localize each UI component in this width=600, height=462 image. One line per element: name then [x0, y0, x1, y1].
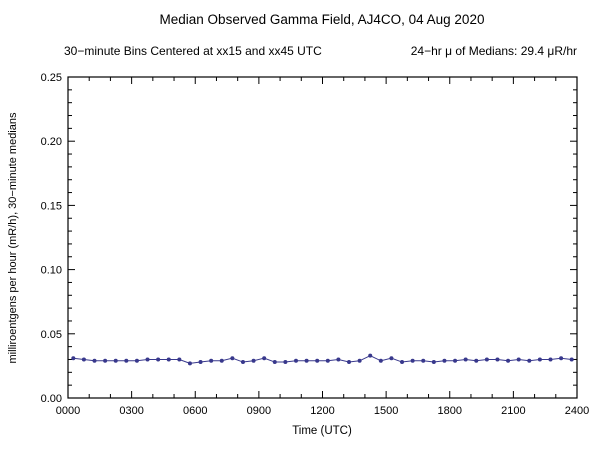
- data-point: [537, 357, 542, 362]
- data-point: [431, 360, 436, 365]
- data-point: [495, 357, 500, 362]
- y-tick-label: 0.15: [41, 200, 62, 212]
- data-point: [421, 358, 426, 363]
- data-point: [368, 353, 373, 358]
- chart-title: Median Observed Gamma Field, AJ4CO, 04 A…: [160, 12, 485, 27]
- data-point: [315, 358, 320, 363]
- data-point: [559, 356, 564, 361]
- data-point: [463, 357, 468, 362]
- x-tick-label: 1800: [438, 405, 462, 417]
- x-tick-label: 2100: [501, 405, 525, 417]
- x-tick-label: 0900: [247, 405, 271, 417]
- data-point: [124, 358, 129, 363]
- y-tick-label: 0.00: [41, 393, 62, 405]
- data-point: [209, 358, 214, 363]
- data-point: [92, 358, 97, 363]
- data-point: [336, 357, 341, 362]
- data-point: [113, 358, 118, 363]
- data-point: [272, 360, 277, 365]
- data-point: [81, 357, 86, 362]
- data-point: [166, 357, 171, 362]
- data-point: [357, 358, 362, 363]
- data-point: [527, 358, 532, 363]
- chart-subtitle-mean: 24−hr μ of Medians: 29.4 μR/hr: [411, 44, 577, 58]
- data-point: [145, 357, 150, 362]
- data-point: [569, 357, 574, 362]
- x-tick-label: 2400: [565, 405, 589, 417]
- data-point: [304, 358, 309, 363]
- y-tick-label: 0.05: [41, 329, 62, 341]
- data-point: [325, 358, 330, 363]
- data-point: [453, 358, 458, 363]
- data-point: [442, 358, 447, 363]
- x-tick-label: 0000: [56, 405, 80, 417]
- data-point: [410, 358, 415, 363]
- data-point: [156, 357, 161, 362]
- chart-subtitle-bins: 30−minute Bins Centered at xx15 and xx45…: [64, 44, 322, 58]
- x-tick-label: 1500: [374, 405, 398, 417]
- data-point: [484, 357, 489, 362]
- data-point: [219, 358, 224, 363]
- y-tick-label: 0.25: [41, 72, 62, 84]
- x-tick-label: 1200: [310, 405, 334, 417]
- plot-layers: 0000 0300 0600 0900 1200 1500 1800 2100 2400 0.00…: [41, 72, 590, 417]
- data-point: [230, 356, 235, 361]
- data-point: [103, 358, 108, 363]
- data-point: [400, 360, 405, 365]
- x-tick-label: 0300: [119, 405, 143, 417]
- data-point: [516, 357, 521, 362]
- data-point: [134, 358, 139, 363]
- data-point: [347, 360, 352, 365]
- data-point: [293, 358, 298, 363]
- data-point: [177, 357, 182, 362]
- data-point: [389, 356, 394, 361]
- data-point: [262, 356, 267, 361]
- x-tick-label: 0600: [183, 405, 207, 417]
- data-point: [506, 358, 511, 363]
- y-tick-label: 0.20: [41, 136, 62, 148]
- data-point: [378, 358, 383, 363]
- data-point: [251, 358, 256, 363]
- y-tick-label: 0.10: [41, 265, 62, 277]
- y-axis-label: milliroentgens per hour (mR/h), 30−minut…: [7, 112, 19, 363]
- data-point: [198, 360, 203, 365]
- data-point: [71, 356, 76, 361]
- data-point: [474, 358, 479, 363]
- data-point: [187, 361, 192, 366]
- x-axis-label: Time (UTC): [292, 425, 352, 437]
- data-point: [240, 360, 245, 365]
- data-point: [283, 360, 288, 365]
- data-point: [548, 357, 553, 362]
